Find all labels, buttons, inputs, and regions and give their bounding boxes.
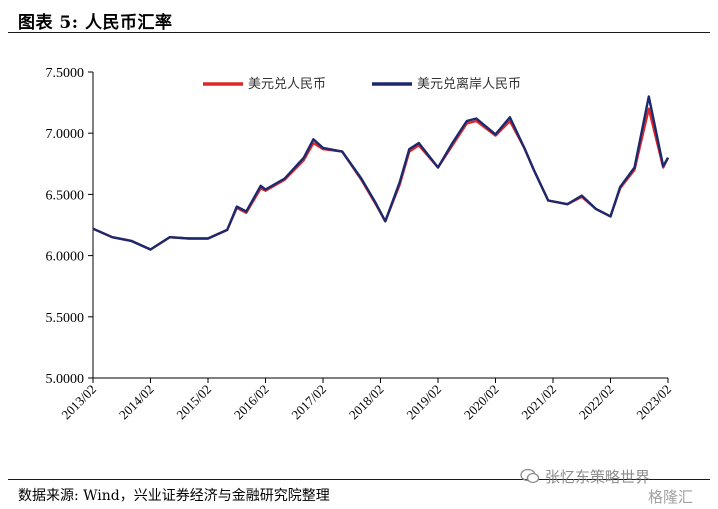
- source-note: 数据来源: Wind，兴业证券经济与金融研究院整理: [18, 488, 330, 504]
- footer-divider: [8, 479, 710, 480]
- series-line-1: [92, 107, 670, 251]
- wechat-icon: [520, 468, 540, 484]
- x-tick-label: 2015/02: [173, 382, 214, 423]
- x-tick-label: 2016/02: [231, 382, 272, 423]
- y-tick-label: 7.5000: [46, 66, 85, 81]
- chart-title: 图表 5: 人民币汇率: [18, 13, 173, 33]
- x-tick-label: 2020/02: [461, 382, 502, 423]
- x-tick-label: 2013/02: [58, 382, 99, 423]
- y-tick-label: 5.5000: [46, 311, 85, 326]
- legend-label-2: 美元兑离岸人民币: [417, 76, 521, 92]
- x-tick-label: 2021/02: [518, 382, 559, 423]
- legend-label-1: 美元兑人民币: [248, 77, 326, 92]
- x-tick-label: 2018/02: [346, 382, 387, 423]
- x-tick-label: 2017/02: [288, 382, 329, 423]
- x-tick-label: 2023/02: [633, 382, 674, 423]
- x-tick-label: 2019/02: [403, 382, 444, 423]
- y-tick-label: 7.0000: [46, 127, 85, 142]
- y-tick-label: 5.0000: [46, 372, 85, 387]
- series-line-2: [92, 95, 670, 251]
- x-tick-label: 2014/02: [116, 382, 157, 423]
- y-tick-label: 6.5000: [46, 188, 85, 203]
- y-tick-label: 6.0000: [46, 250, 85, 265]
- watermark-brand: 格隆汇: [648, 488, 694, 506]
- title-bar: 图表 5: 人民币汇率: [8, 2, 710, 33]
- x-tick-label: 2022/02: [576, 382, 617, 423]
- watermark-account: 张忆东策略世界: [545, 468, 651, 486]
